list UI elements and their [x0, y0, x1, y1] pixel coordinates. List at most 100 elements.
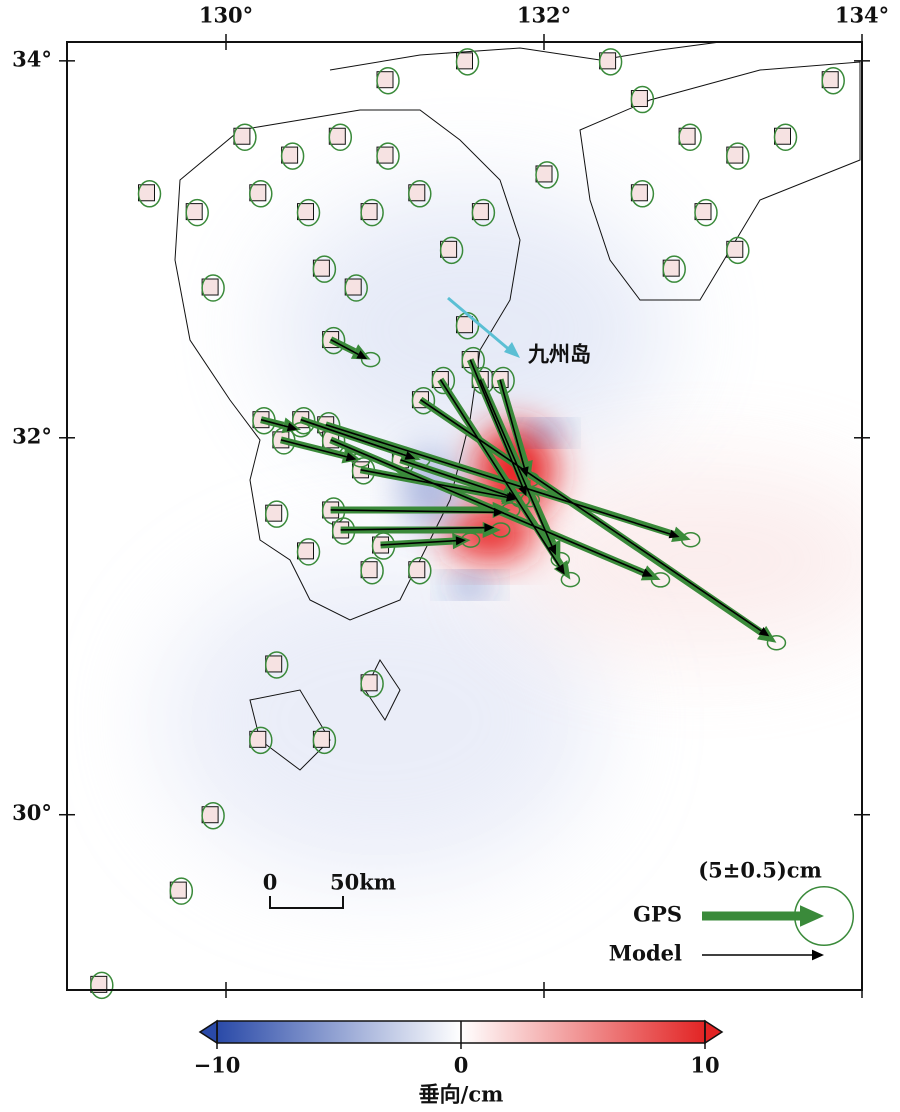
error-ellipse — [630, 180, 655, 208]
error-ellipse — [408, 180, 432, 208]
model-vector-head — [555, 563, 565, 575]
station — [599, 52, 617, 70]
model-vector-shaft — [330, 439, 644, 574]
error-ellipse — [344, 274, 368, 302]
station — [408, 561, 426, 579]
map-frame — [66, 41, 863, 991]
error-ellipse — [233, 123, 257, 151]
error-ellipse — [249, 180, 273, 208]
scale-label: 0 — [263, 870, 278, 895]
station — [297, 542, 314, 560]
error-ellipse — [520, 491, 540, 508]
model-vector-head — [668, 529, 680, 539]
model-vector-shaft — [360, 469, 507, 499]
error-ellipse — [376, 142, 400, 170]
model-vector-shaft — [260, 418, 289, 428]
y-tick-label: 32° — [12, 423, 52, 448]
station — [471, 203, 489, 221]
error-ellipse — [773, 123, 798, 151]
legend-title: (5±0.5)cm — [698, 858, 822, 883]
model-vector-shaft — [439, 379, 561, 567]
model-vector — [380, 536, 466, 546]
error-ellipse — [662, 255, 686, 283]
model-vector-head — [286, 422, 298, 432]
colorbar-tick-label: 10 — [690, 1053, 719, 1078]
model-vector-head — [518, 485, 527, 497]
station — [376, 146, 394, 164]
model-vector — [469, 359, 527, 497]
station — [265, 504, 283, 522]
station — [376, 71, 394, 89]
error-ellipse — [360, 351, 381, 368]
error-ellipse — [360, 556, 384, 585]
station — [774, 127, 791, 145]
legend-error-circle — [793, 885, 855, 947]
model-vector — [325, 424, 680, 539]
error-ellipse — [312, 255, 337, 283]
station — [233, 127, 251, 145]
legend-gps-arrow-head — [800, 905, 824, 927]
model-vector-head — [356, 350, 368, 360]
gps-vector-head — [671, 526, 691, 543]
error-ellipse — [431, 366, 456, 395]
station — [249, 730, 267, 748]
deformation-field — [160, 190, 862, 880]
error-ellipse — [490, 522, 511, 538]
colorbar-label: 垂向/cm — [419, 1082, 504, 1107]
model-vector-head — [345, 452, 357, 462]
model-vector-shaft — [340, 526, 485, 531]
error-ellipse — [296, 538, 321, 566]
model-vector-shaft — [469, 359, 524, 488]
x-tick-label: 132° — [517, 3, 571, 28]
station — [169, 881, 187, 899]
station — [344, 278, 362, 296]
station — [821, 71, 839, 89]
error-ellipse — [201, 274, 225, 302]
legend-model-arrow-head — [812, 949, 824, 961]
legend: (5±0.5)cm GPS Model — [609, 858, 855, 966]
station — [281, 146, 299, 164]
error-ellipse — [321, 326, 346, 355]
model-vector-shaft — [330, 338, 359, 356]
station — [360, 203, 378, 221]
error-ellipse — [264, 651, 289, 679]
station — [249, 184, 267, 202]
model-vector — [479, 379, 557, 556]
model-vector — [280, 439, 357, 462]
station — [678, 127, 696, 145]
station — [408, 184, 426, 202]
error-ellipse — [249, 726, 273, 755]
station — [726, 146, 744, 164]
model-vector-shaft — [499, 379, 526, 468]
colorbar-tick-label: −10 — [194, 1053, 241, 1078]
colorbar: 垂向/cm −10 0 10 — [194, 1019, 724, 1107]
model-vector-shaft — [479, 379, 553, 547]
model-vector-head — [506, 491, 518, 500]
model-vector-head — [493, 507, 504, 517]
annotation: 九州岛 — [447, 296, 591, 367]
station — [265, 655, 283, 673]
station — [440, 240, 458, 258]
model-vector-head — [758, 627, 770, 637]
station — [694, 203, 712, 221]
station — [138, 184, 155, 202]
legend-gps-arrow — [702, 905, 824, 927]
error-ellipse — [680, 531, 701, 548]
error-ellipse — [630, 85, 655, 114]
legend-label: Model — [609, 941, 682, 966]
model-vector-shaft — [330, 509, 494, 514]
error-ellipse — [598, 48, 623, 76]
model-vector-head — [519, 466, 529, 478]
station — [328, 127, 346, 145]
error-ellipse — [439, 236, 464, 265]
error-ellipse — [726, 236, 750, 265]
x-tick-label: 134° — [835, 3, 889, 28]
error-ellipse — [455, 48, 480, 76]
error-ellipse — [280, 142, 305, 170]
station — [360, 561, 378, 579]
error-ellipse — [535, 161, 559, 189]
model-vector-shaft — [380, 539, 457, 546]
model-vector — [499, 379, 529, 478]
station — [312, 259, 330, 277]
